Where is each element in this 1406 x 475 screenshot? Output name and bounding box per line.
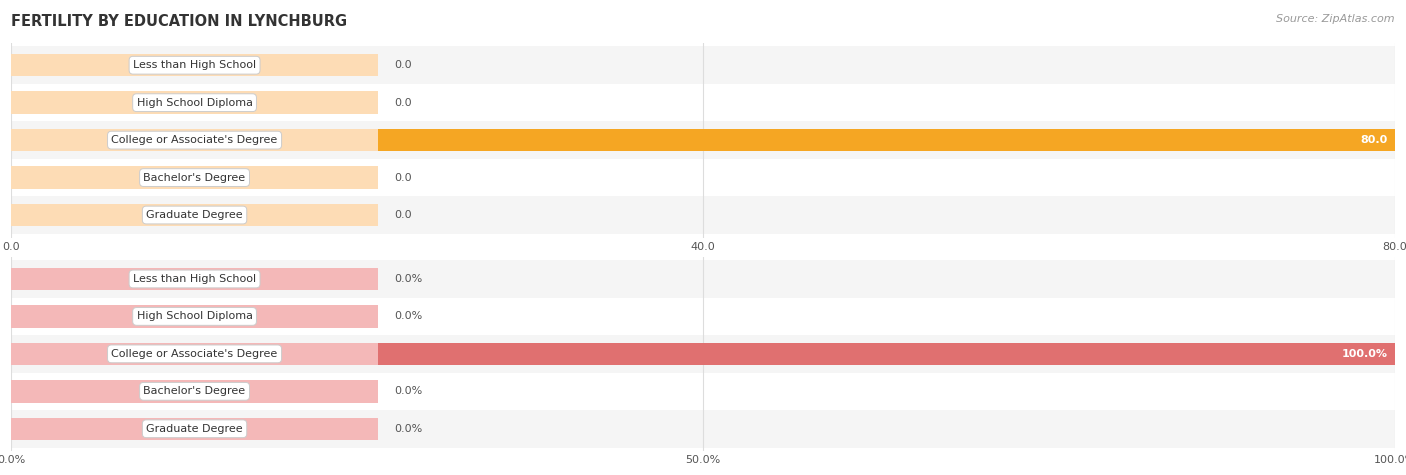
Text: 0.0%: 0.0% (395, 386, 423, 396)
Bar (11, 260, 1395, 298)
Bar (11, 54, 378, 76)
Bar (11, 129, 1395, 152)
Text: FERTILITY BY EDUCATION IN LYNCHBURG: FERTILITY BY EDUCATION IN LYNCHBURG (11, 14, 347, 29)
Bar (11, 47, 1395, 84)
Bar (11, 196, 1395, 234)
Bar (11, 122, 1395, 159)
Text: 0.0%: 0.0% (395, 312, 423, 322)
Bar (11, 305, 378, 328)
Text: College or Associate's Degree: College or Associate's Degree (111, 349, 278, 359)
Bar (11, 372, 1395, 410)
Text: 0.0: 0.0 (395, 60, 412, 70)
Text: Bachelor's Degree: Bachelor's Degree (143, 172, 246, 182)
Text: Less than High School: Less than High School (134, 60, 256, 70)
Bar (11, 91, 378, 114)
Text: 0.0: 0.0 (395, 172, 412, 182)
Bar (11, 298, 1395, 335)
Bar (11, 84, 1395, 122)
Text: High School Diploma: High School Diploma (136, 98, 253, 108)
Bar (11, 204, 378, 226)
Bar (11, 410, 1395, 447)
Text: 0.0%: 0.0% (395, 424, 423, 434)
Bar (11, 335, 1395, 372)
Text: Less than High School: Less than High School (134, 274, 256, 284)
Text: High School Diploma: High School Diploma (136, 312, 253, 322)
Text: Bachelor's Degree: Bachelor's Degree (143, 386, 246, 396)
Text: 0.0: 0.0 (395, 210, 412, 220)
Bar (11, 342, 378, 365)
Text: 0.0%: 0.0% (395, 274, 423, 284)
Text: 100.0%: 100.0% (1341, 349, 1388, 359)
Bar (11, 159, 1395, 196)
Text: 80.0: 80.0 (1361, 135, 1388, 145)
Bar (11, 129, 378, 152)
Text: College or Associate's Degree: College or Associate's Degree (111, 135, 278, 145)
Bar (11, 342, 1395, 365)
Text: 0.0: 0.0 (395, 98, 412, 108)
Text: Source: ZipAtlas.com: Source: ZipAtlas.com (1277, 14, 1395, 24)
Text: Graduate Degree: Graduate Degree (146, 210, 243, 220)
Bar (11, 380, 378, 403)
Bar (11, 418, 378, 440)
Bar (11, 166, 378, 189)
Bar (11, 268, 378, 290)
Text: Graduate Degree: Graduate Degree (146, 424, 243, 434)
